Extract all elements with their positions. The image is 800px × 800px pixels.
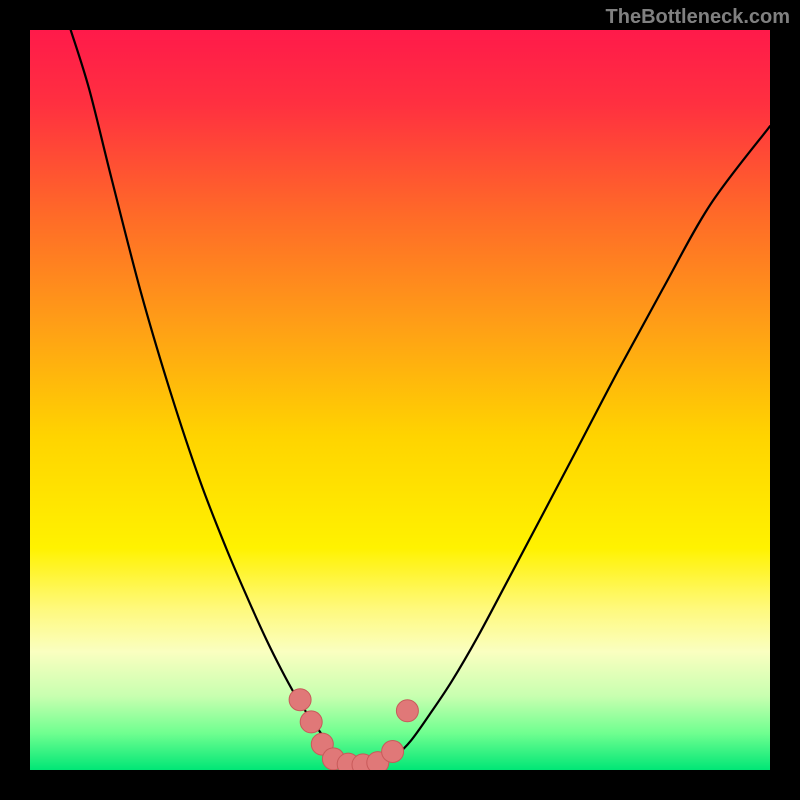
- gradient-background: [30, 30, 770, 770]
- chart-outer: TheBottleneck.com: [0, 0, 800, 800]
- data-marker: [396, 700, 418, 722]
- data-marker: [382, 741, 404, 763]
- plot-area: [30, 30, 770, 770]
- watermark-text: TheBottleneck.com: [606, 6, 790, 29]
- chart-svg: [30, 30, 770, 770]
- data-marker: [300, 711, 322, 733]
- data-marker: [289, 689, 311, 711]
